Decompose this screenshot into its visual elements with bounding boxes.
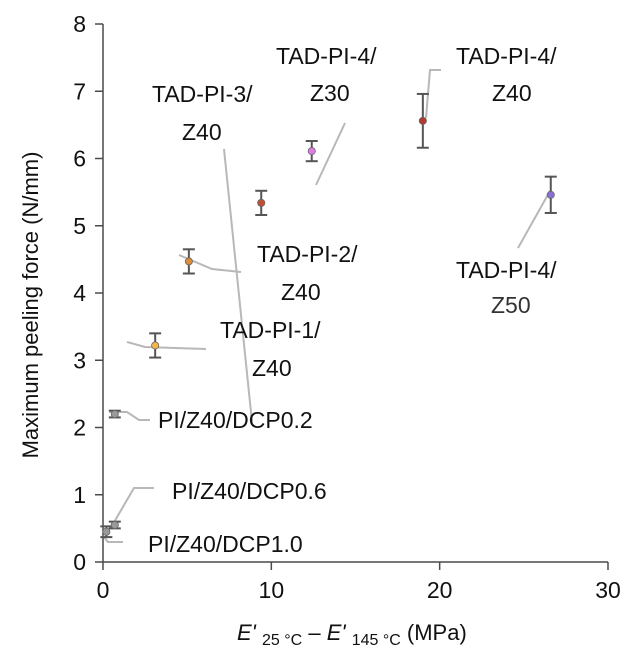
data-series — [100, 92, 557, 539]
x-axis-title: E' 25 °C – E' 145 °C (MPa) — [237, 620, 467, 647]
pi-z40-dcp0-6-leader-line — [112, 487, 154, 525]
point-annotations: PI/Z40/DCP1.0 PI/Z40/DCP0.6 PI/Z40/DCP0.2 T… — [148, 43, 557, 557]
tad-pi-4-z30-point-group — [305, 140, 318, 163]
tad-pi-4-z30-marker — [307, 147, 316, 156]
x-axis-title-unit: (MPa) — [407, 620, 467, 645]
pi-z40-dcp1-0-label-line-1: PI/Z40/DCP1.0 — [148, 531, 303, 557]
tad-pi-3-z40-marker — [257, 198, 266, 207]
y-tick-labels: 0 1 2 3 4 5 6 7 8 — [73, 11, 86, 575]
tad-pi-3-z40-leader-line — [223, 148, 253, 423]
tad-pi-1-z40-leader-line — [126, 341, 207, 350]
tad-pi-4-z50-label-line-2: Z50 — [491, 292, 531, 318]
y-tick-label-3: 3 — [73, 347, 86, 373]
x-tick-label-30: 30 — [595, 577, 621, 603]
tad-pi-4-z40-label-line-2: Z40 — [492, 80, 532, 106]
y-tick-label-1: 1 — [73, 482, 86, 508]
tad-pi-1-z40-label-line-1: TAD-PI-1/ — [220, 317, 321, 343]
tad-pi-4-z40-point-group — [416, 92, 429, 149]
tad-pi-4-z40-label-line-1: TAD-PI-4/ — [456, 43, 557, 69]
y-tick-label-0: 0 — [73, 549, 86, 575]
tad-pi-3-z40-label-line-1: TAD-PI-3/ — [152, 81, 253, 107]
tad-pi-3-z40-label-line-2: Z40 — [182, 119, 222, 145]
x-axis-title-sub-2: 145 °C — [352, 632, 401, 647]
tad-pi-4-z50-label-line-1: TAD-PI-4/ — [456, 257, 557, 283]
y-tick-label-8: 8 — [73, 11, 86, 37]
pi-z40-dcp0-6-point-group — [108, 520, 121, 530]
tad-pi-4-z50-leader-line — [517, 190, 551, 249]
tad-pi-3-z40-point-group — [255, 189, 268, 216]
y-tick-label-4: 4 — [73, 280, 86, 306]
x-tick-label-10: 10 — [259, 577, 285, 603]
x-ticks — [102, 562, 609, 570]
tad-pi-2-z40-marker — [184, 257, 193, 266]
annotation-leaders — [102, 69, 551, 543]
tad-pi-4-z40-marker — [418, 116, 427, 125]
y-tick-label-2: 2 — [73, 415, 86, 441]
x-tick-label-0: 0 — [97, 577, 110, 603]
pi-z40-dcp0-6-label-line-1: PI/Z40/DCP0.6 — [172, 478, 327, 504]
tad-pi-1-z40-marker — [151, 341, 160, 350]
pi-z40-dcp1-0-point-group — [100, 525, 113, 539]
x-tick-label-20: 20 — [427, 577, 453, 603]
y-tick-label-5: 5 — [73, 213, 86, 239]
tad-pi-4-z50-point-group — [544, 175, 557, 214]
pi-z40-dcp0-6-marker — [110, 521, 119, 530]
x-axis-title-symbol-2: E' — [327, 620, 347, 645]
tad-pi-4-z50-marker — [546, 190, 555, 199]
tad-pi-4-z30-leader-line — [315, 122, 346, 186]
y-tick-label-6: 6 — [73, 146, 86, 172]
tad-pi-1-z40-point-group — [149, 332, 162, 359]
y-tick-label-7: 7 — [73, 78, 86, 104]
tad-pi-1-z40-label-line-2: Z40 — [252, 355, 292, 381]
x-axis-title-symbol: E' — [237, 620, 257, 645]
tad-pi-2-z40-point-group — [182, 248, 195, 275]
y-axis-title: Maximum peeling force (N/mm) — [18, 152, 43, 459]
pi-z40-dcp0-2-marker — [110, 410, 119, 419]
x-axis-title-sub-1: 25 °C — [262, 632, 302, 647]
pi-z40-dcp0-2-point-group — [108, 409, 121, 419]
tad-pi-4-z30-label-line-2: Z30 — [310, 80, 350, 106]
pi-z40-dcp1-0-marker — [102, 527, 111, 536]
x-axis-title-minus: – — [308, 620, 326, 645]
y-ticks — [95, 23, 103, 563]
tad-pi-2-z40-label-line-1: TAD-PI-2/ — [257, 241, 358, 267]
pi-z40-dcp0-2-label-line-1: PI/Z40/DCP0.2 — [158, 407, 313, 433]
tad-pi-2-z40-label-line-2: Z40 — [281, 279, 321, 305]
tad-pi-4-z30-label-line-1: TAD-PI-4/ — [276, 43, 377, 69]
tad-pi-4-z40-leader-line — [425, 69, 441, 119]
x-tick-labels: 0 10 20 30 — [97, 577, 621, 603]
